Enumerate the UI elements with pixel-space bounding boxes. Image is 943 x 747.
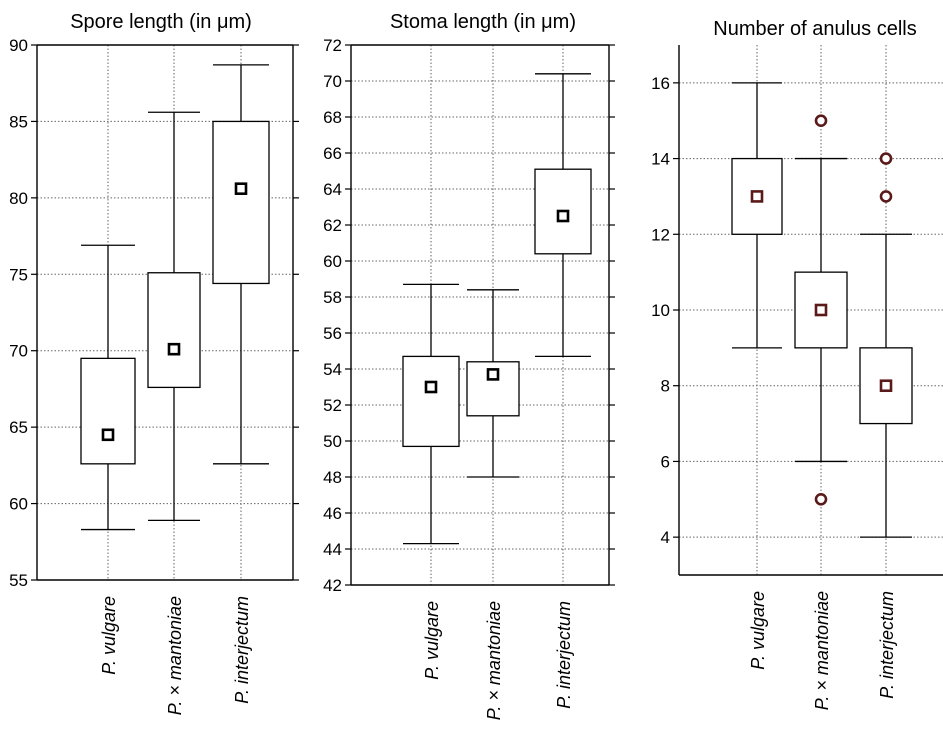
y-tick-label: 54 (323, 360, 342, 379)
mean-marker (814, 303, 828, 317)
y-tick-label: 66 (323, 144, 342, 163)
outlier-marker (879, 190, 893, 203)
y-tick-label: 48 (323, 468, 342, 487)
panel-title: Number of anulus cells (713, 18, 916, 40)
y-tick-label: 85 (9, 112, 28, 131)
outlier-marker (814, 492, 828, 506)
y-tick-label: 60 (9, 495, 28, 514)
y-tick-label: 70 (323, 72, 342, 91)
mean-marker (101, 428, 115, 442)
y-tick-label: 65 (9, 418, 28, 437)
x-category-label: P. × mantoniae (484, 601, 504, 720)
mean-marker (234, 182, 248, 195)
y-tick-label: 6 (661, 452, 670, 471)
y-tick-label: 68 (323, 108, 342, 127)
mean-marker (750, 190, 764, 203)
mean-marker (486, 368, 500, 381)
x-category-label: P. interjectum (554, 601, 574, 709)
y-tick-label: 80 (9, 189, 28, 208)
box-body (212, 120, 270, 285)
box-body (147, 272, 201, 389)
y-tick-label: 75 (9, 265, 28, 284)
mean-marker (879, 379, 893, 393)
x-category-label: P. vulgare (748, 591, 768, 670)
y-tick-label: 42 (323, 576, 342, 595)
x-category-label: P. interjectum (877, 591, 897, 699)
y-tick-label: 52 (323, 396, 342, 415)
x-category-label: P. vulgare (99, 596, 119, 675)
mean-marker (556, 209, 570, 223)
x-category-label: P. vulgare (422, 601, 442, 680)
x-category-label: P. × mantoniae (812, 591, 832, 710)
y-tick-label: 46 (323, 504, 342, 523)
panel-title: Stoma length (in μm) (390, 11, 576, 33)
mean-marker (424, 380, 438, 394)
x-category-label: P. interjectum (232, 596, 252, 704)
y-tick-label: 70 (9, 342, 28, 361)
y-tick-label: 14 (651, 150, 670, 169)
outlier-marker (879, 152, 893, 165)
y-tick-label: 64 (323, 180, 342, 199)
y-tick-label: 62 (323, 216, 342, 235)
box-body (402, 355, 460, 448)
y-tick-label: 10 (651, 301, 670, 320)
y-tick-label: 50 (323, 432, 342, 451)
panel-title: Spore length (in μm) (70, 11, 252, 33)
y-tick-label: 55 (9, 571, 28, 590)
y-tick-label: 8 (661, 377, 670, 396)
y-tick-label: 12 (651, 225, 670, 244)
y-tick-label: 58 (323, 288, 342, 307)
y-tick-label: 72 (323, 36, 342, 55)
y-tick-label: 56 (323, 324, 342, 343)
box-body (80, 357, 136, 465)
y-tick-label: 60 (323, 252, 342, 271)
y-tick-label: 16 (651, 74, 670, 93)
mean-marker (167, 342, 181, 356)
outlier-marker (814, 114, 828, 128)
x-category-label: P. × mantoniae (165, 596, 185, 715)
y-tick-label: 4 (661, 528, 670, 547)
y-tick-label: 44 (323, 540, 342, 559)
y-tick-label: 90 (9, 36, 28, 55)
